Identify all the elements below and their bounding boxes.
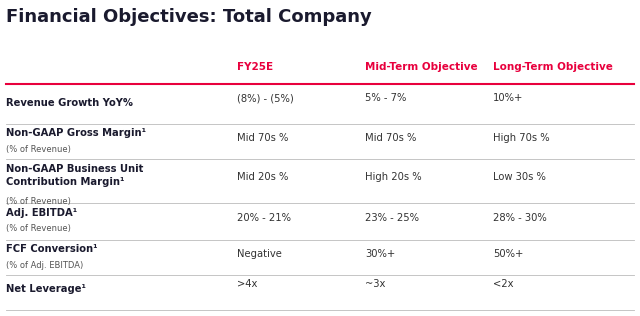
Text: Long-Term Objective: Long-Term Objective [493, 62, 612, 72]
Text: 30%+: 30%+ [365, 249, 395, 259]
Text: ~3x: ~3x [365, 279, 385, 289]
Text: >4x: >4x [237, 279, 257, 289]
Text: High 70s %: High 70s % [493, 133, 549, 143]
Text: Adj. EBITDA¹: Adj. EBITDA¹ [6, 208, 77, 218]
Text: FCF Conversion¹: FCF Conversion¹ [6, 244, 98, 254]
Text: Mid 20s %: Mid 20s % [237, 172, 288, 182]
Text: Non-GAAP Business Unit
Contribution Margin¹: Non-GAAP Business Unit Contribution Marg… [6, 164, 144, 187]
Text: 10%+: 10%+ [493, 93, 523, 103]
Text: (% of Adj. EBITDA): (% of Adj. EBITDA) [6, 260, 84, 270]
Text: Financial Objectives: Total Company: Financial Objectives: Total Company [6, 8, 372, 26]
Text: FY25E: FY25E [237, 62, 273, 72]
Text: Revenue Growth YoY%: Revenue Growth YoY% [6, 98, 133, 108]
Text: (% of Revenue): (% of Revenue) [6, 144, 71, 154]
Text: 20% - 21%: 20% - 21% [237, 213, 291, 223]
Text: 28% - 30%: 28% - 30% [493, 213, 547, 223]
Text: Non-GAAP Gross Margin¹: Non-GAAP Gross Margin¹ [6, 128, 147, 138]
Text: Low 30s %: Low 30s % [493, 172, 546, 182]
Text: 23% - 25%: 23% - 25% [365, 213, 419, 223]
Text: (8%) - (5%): (8%) - (5%) [237, 93, 294, 103]
Text: (% of Revenue): (% of Revenue) [6, 224, 71, 233]
Text: Mid 70s %: Mid 70s % [365, 133, 416, 143]
Text: (% of Revenue): (% of Revenue) [6, 197, 71, 206]
Text: Mid 70s %: Mid 70s % [237, 133, 288, 143]
Text: Net Leverage¹: Net Leverage¹ [6, 284, 86, 295]
Text: Mid-Term Objective: Mid-Term Objective [365, 62, 477, 72]
Text: High 20s %: High 20s % [365, 172, 421, 182]
Text: 5% - 7%: 5% - 7% [365, 93, 406, 103]
Text: Negative: Negative [237, 249, 282, 259]
Text: 50%+: 50%+ [493, 249, 523, 259]
Text: <2x: <2x [493, 279, 513, 289]
